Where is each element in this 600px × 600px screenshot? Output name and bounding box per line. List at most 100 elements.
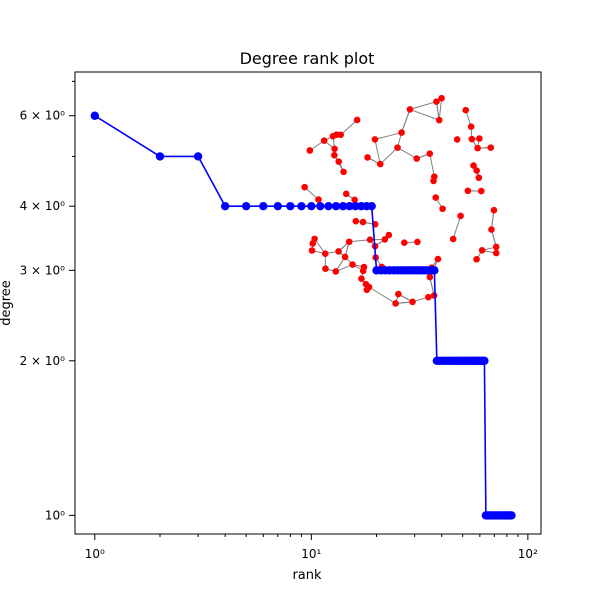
network-node: [331, 145, 338, 153]
inset-network: [301, 94, 500, 307]
network-node: [335, 248, 342, 255]
x-tick-label: 10⁰: [85, 547, 105, 561]
network-edge: [340, 119, 358, 136]
series-layer: [90, 111, 516, 520]
network-node: [492, 243, 500, 251]
network-node: [337, 131, 344, 139]
network-node: [414, 238, 421, 246]
network-node: [332, 268, 340, 275]
network-node: [322, 265, 329, 273]
network-node: [434, 255, 442, 263]
network-edge: [401, 109, 411, 133]
network-node: [345, 238, 353, 246]
network-node: [308, 247, 316, 254]
network-node: [315, 196, 322, 203]
network-node: [331, 151, 338, 159]
degree-point: [507, 511, 516, 520]
network-node: [401, 239, 408, 247]
degree-point: [331, 201, 341, 211]
network-node: [359, 218, 367, 226]
y-tick-label: 4 × 10⁰: [20, 199, 66, 213]
y-tick-label: 3 × 10⁰: [20, 263, 66, 277]
network-node: [477, 187, 485, 195]
network-node: [426, 150, 434, 157]
network-node: [473, 167, 480, 174]
degree-point: [297, 201, 306, 211]
network-node: [358, 275, 365, 283]
network-node: [335, 158, 343, 165]
network-node: [473, 255, 480, 263]
network-edge: [409, 101, 437, 110]
network-node: [488, 226, 495, 233]
degree-point: [338, 201, 348, 211]
network-node: [409, 298, 416, 306]
network-node: [492, 249, 500, 257]
network-edge: [397, 147, 417, 159]
degree-point: [367, 201, 376, 211]
network-node: [359, 267, 367, 275]
degree-point: [316, 201, 325, 211]
network-node: [413, 155, 420, 162]
degree-point: [241, 201, 251, 211]
network-node: [371, 136, 379, 143]
network-node: [425, 293, 432, 301]
network-node: [426, 273, 434, 281]
degree-point: [307, 201, 316, 211]
network-node: [468, 135, 476, 143]
network-node: [351, 196, 358, 204]
degree-point: [345, 201, 354, 211]
network-node: [353, 116, 361, 124]
network-node: [366, 236, 374, 244]
network-node: [435, 116, 443, 124]
network-node: [433, 98, 440, 105]
y-axis: 10⁰ 2 × 10⁰ 3 × 10⁰ 4 × 10⁰ 6 × 10⁰: [20, 80, 75, 522]
degree-point: [273, 201, 282, 211]
network-node: [301, 183, 308, 191]
chart-title: Degree rank plot: [240, 49, 375, 68]
network-node: [467, 123, 475, 130]
degree-point: [90, 111, 100, 120]
y-tick-label: 6 × 10⁰: [20, 109, 66, 123]
network-node: [439, 205, 446, 213]
network-edge: [374, 132, 402, 140]
network-node: [464, 187, 472, 195]
network-node: [475, 174, 483, 182]
network-node: [365, 283, 373, 291]
network-edge: [438, 98, 443, 121]
network-node: [349, 261, 356, 268]
network-node: [376, 160, 384, 168]
network-node: [462, 106, 470, 114]
degree-point: [193, 152, 203, 161]
network-node: [352, 217, 360, 225]
x-axis: 10⁰ 10¹ 10²: [85, 534, 538, 561]
network-node: [490, 206, 498, 214]
network-edge: [374, 139, 381, 165]
network-node: [364, 154, 371, 161]
network-node: [453, 136, 461, 143]
network-node: [431, 173, 438, 180]
y-tick-label: 2 × 10⁰: [20, 354, 66, 368]
degree-point: [480, 356, 489, 365]
y-axis-label: degree: [0, 280, 14, 326]
network-node: [340, 168, 347, 176]
degree-point: [259, 201, 268, 211]
network-node: [478, 247, 486, 254]
network-node: [385, 231, 393, 239]
network-node: [321, 250, 329, 257]
network-node: [470, 162, 477, 169]
network-edge: [368, 286, 396, 304]
network-node: [311, 235, 318, 243]
x-tick-label: 10¹: [301, 547, 321, 561]
x-tick-label: 10²: [518, 547, 538, 561]
network-node: [320, 137, 328, 144]
network-node: [394, 144, 401, 151]
network-node: [395, 290, 402, 298]
network-node: [342, 190, 350, 198]
network-node: [306, 147, 314, 154]
network-edge: [429, 153, 435, 177]
network-node: [430, 292, 438, 299]
network-node: [381, 236, 389, 243]
degree-point: [430, 266, 439, 275]
